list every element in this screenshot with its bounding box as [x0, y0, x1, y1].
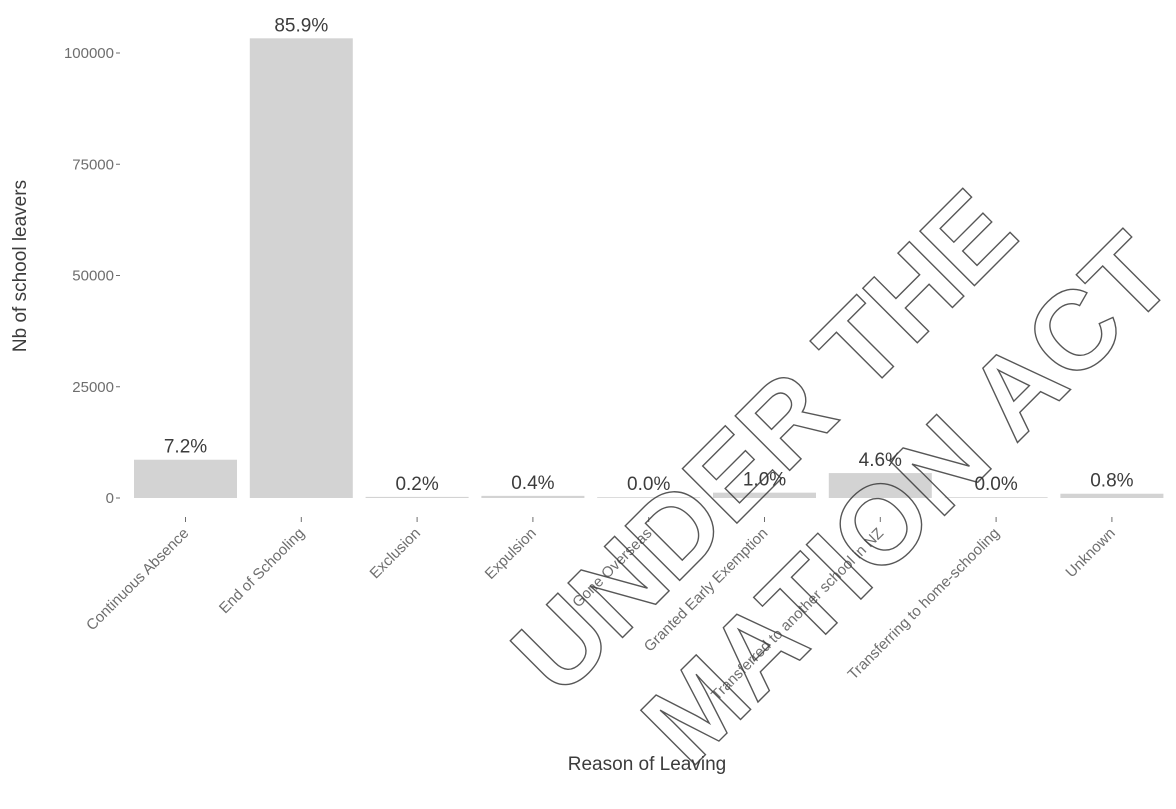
bar: [481, 495, 585, 498]
bar: [249, 38, 353, 498]
bars: [134, 38, 1164, 498]
bar: [713, 492, 816, 498]
bar: [134, 459, 237, 498]
data-label: 0.4%: [511, 473, 554, 494]
y-tick-label: 0: [106, 490, 114, 507]
y-tick-label: 100000: [64, 45, 114, 62]
x-tick-label: Unknown: [1062, 525, 1118, 581]
data-label: 0.2%: [395, 474, 438, 495]
data-labels: 7.2% 85.9% 0.2% 0.4% 0.0% 1.0% 4.6% 0.0% 0.8%: [164, 15, 1134, 495]
data-label: 0.0%: [627, 474, 670, 495]
bar: [944, 497, 1048, 498]
x-tick-label: Exclusion: [367, 525, 424, 582]
y-tick-label: 25000: [72, 379, 114, 396]
x-tick-label: Continuous Absence: [83, 525, 192, 634]
data-label: 4.6%: [859, 450, 902, 471]
x-tick-label: Expulsion: [482, 525, 540, 583]
bar: [365, 496, 469, 498]
x-axis-title: Reason of Leaving: [568, 754, 726, 775]
data-label: 0.8%: [1090, 471, 1133, 492]
x-tick-label: End of Schooling: [216, 525, 308, 617]
data-label: 0.0%: [974, 474, 1017, 495]
data-label: 1.0%: [743, 470, 786, 491]
y-axis: 0 25000 50000 75000 100000: [64, 45, 120, 507]
y-axis-title: Nb of school leavers: [10, 180, 31, 352]
bar: [597, 497, 701, 498]
data-label: 7.2%: [164, 437, 207, 458]
bar: [828, 473, 932, 498]
data-label: 85.9%: [274, 15, 328, 36]
y-tick-label: 75000: [72, 156, 114, 173]
bar: [1060, 493, 1164, 498]
y-tick-label: 50000: [72, 268, 114, 285]
